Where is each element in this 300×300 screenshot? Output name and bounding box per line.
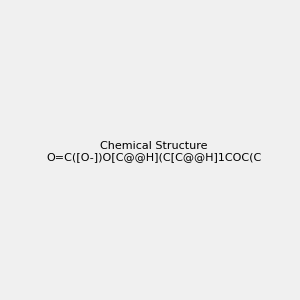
- Text: Chemical Structure
O=C([O-])O[C@@H](C[C@@H]1COC(C: Chemical Structure O=C([O-])O[C@@H](C[C@…: [46, 141, 261, 162]
